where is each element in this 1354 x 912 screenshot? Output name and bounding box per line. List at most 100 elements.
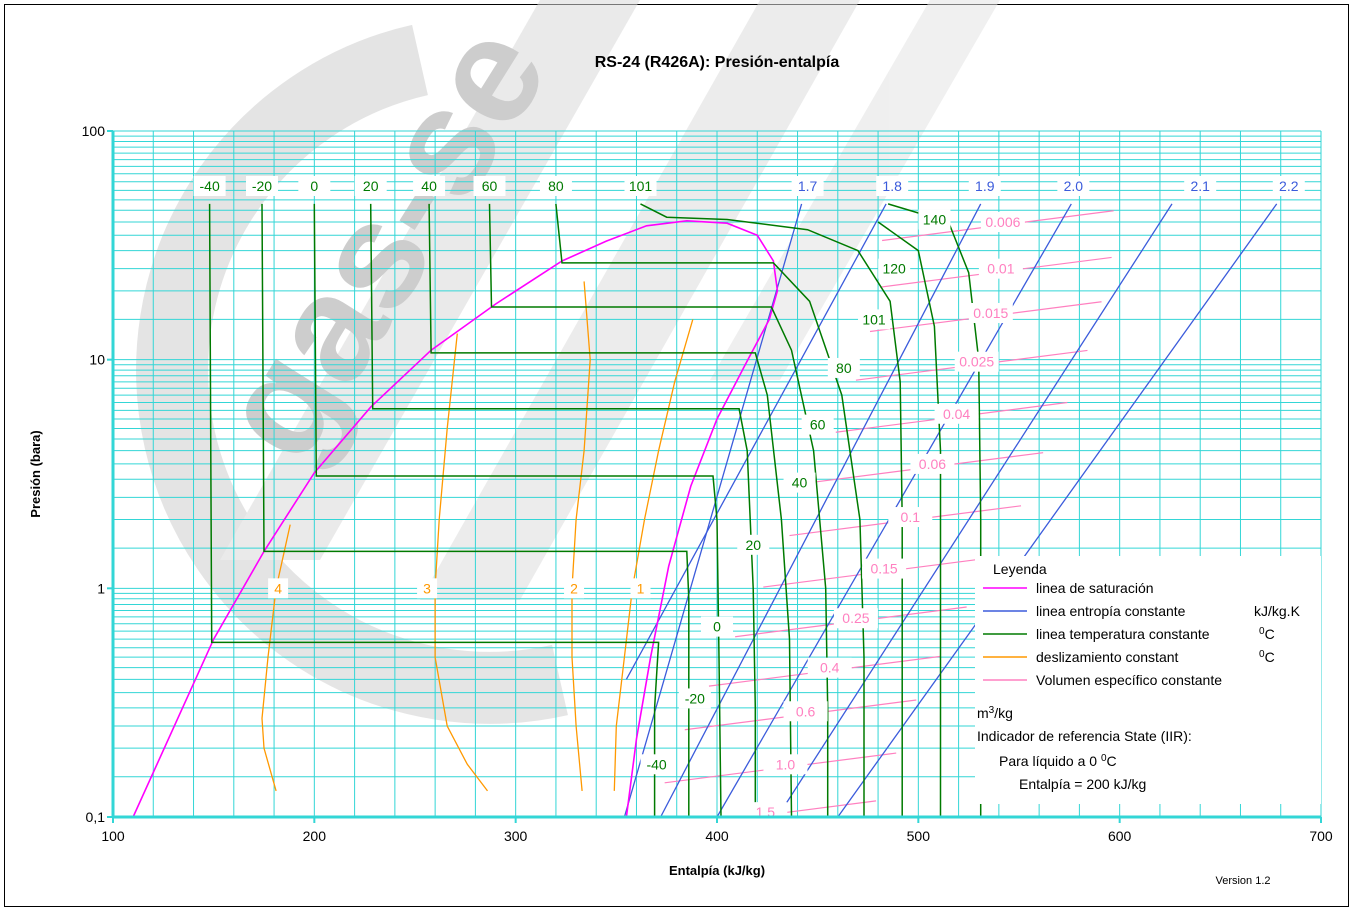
legend-item-label: Volumen específico constante [1036,672,1222,688]
isotherm-label-40: 40 [792,475,808,491]
isotherm-top-label-0: 0 [310,178,318,194]
label-box [968,302,1013,323]
chart-frame [4,4,1349,907]
label-box [640,754,673,775]
glide-line-2 [571,281,591,791]
legend-item-label: linea de saturación [1036,580,1154,596]
isotherm-top-label-101: 101 [629,178,653,194]
isotherm-label-120: 120 [882,261,906,277]
isotherm--40 [208,203,660,817]
glide-label-3: 3 [423,580,431,596]
grid [112,130,1322,818]
label-box [413,176,446,196]
volume-label-0.4: 0.4 [820,660,840,676]
volume-label-0.01: 0.01 [987,261,1014,277]
isotherm--20 [261,203,690,817]
x-tick-label: 200 [303,828,327,844]
watermark-stripe [420,0,860,600]
x-tick-label: 600 [1108,828,1132,844]
isotherm-top-label--20: -20 [252,178,272,194]
glide-line-1 [613,319,694,791]
label-box [193,176,226,196]
label-box [678,688,711,709]
label-box [858,309,891,330]
label-box [737,534,770,555]
label-box [876,176,909,196]
watermark: gas-se [136,0,1000,724]
volume-label-0.15: 0.15 [870,561,897,577]
entropy-label-1.8: 1.8 [882,178,902,194]
volume-label-0.006: 0.006 [985,214,1020,230]
label-box [1057,176,1090,196]
label-box [701,616,733,637]
label-box [807,657,852,678]
legend-volume-unit: m3/kg [977,705,1013,721]
isotherm-120 [877,221,942,817]
label-box [354,176,387,196]
legend-item-unit: 0C [1259,649,1275,665]
isotherm-20 [369,203,757,817]
y-tick-label: 1 [97,580,105,596]
isotherm-40 [428,203,793,817]
label-box [783,701,828,722]
label-box [763,754,808,775]
label-box [268,578,289,599]
entropy-line-1.9 [660,203,982,817]
entropy-label-2.1: 2.1 [1190,178,1210,194]
legend-item-label: deslizamiento constant [1036,649,1179,665]
entropy-label-2.2: 2.2 [1279,178,1299,194]
saturation-curve [132,219,779,817]
chart-title: RS-24 (R426A): Presión-entalpía [595,54,840,71]
label-box [801,414,834,435]
entropy-label-2.0: 2.0 [1064,178,1084,194]
legend-ref-line2: Entalpía = 200 kJ/kg [1019,776,1146,792]
isotherm-label-140: 140 [923,212,947,228]
legend: Leyenda linea de saturación linea entropía… [975,556,1321,804]
label-box [878,258,911,279]
x-tick-label: 300 [504,828,528,844]
legend-item-unit: kJ/kg.K [1254,603,1301,619]
label-box [918,209,951,230]
volume-label-0.6: 0.6 [796,703,816,719]
x-axis-label: Entalpía (kJ/kg) [669,863,765,878]
isotherm-label-60: 60 [810,417,826,433]
isotherm-label-20: 20 [745,537,761,553]
glide-label-1: 1 [637,580,645,596]
label-box [910,453,955,474]
isotherm-0 [313,203,722,817]
label-box [630,578,651,599]
label-box [539,176,572,196]
isotherm-top-label-60: 60 [482,178,498,194]
volume-label-0.025: 0.025 [959,354,994,370]
isotherm-101 [640,203,903,817]
label-box [791,176,824,196]
isotherm-label--20: -20 [685,690,705,706]
y-tick-label: 100 [82,123,106,139]
label-box [564,578,585,599]
volume-label-0.015: 0.015 [973,305,1008,321]
entropy-line-2.1 [776,203,1173,817]
volume-label-0.04: 0.04 [943,406,970,422]
x-tick-label: 400 [705,828,729,844]
label-box [833,608,878,629]
x-tick-label: 700 [1309,828,1333,844]
label-box [245,176,278,196]
y-axis-label: Presión (bara) [28,430,43,517]
isotherm-label--40: -40 [646,756,666,772]
isotherm-label-101: 101 [862,311,886,327]
legend-item-label: linea entropía constante [1036,603,1186,619]
volume-label-1.0: 1.0 [776,756,796,772]
isotherm-top-label-20: 20 [363,178,379,194]
x-tick-label: 100 [101,828,125,844]
label-box [624,176,657,196]
label-box [1184,176,1217,196]
label-box [417,578,438,599]
entropy-line-1.8 [625,203,887,680]
watermark-arc [136,24,568,724]
version-text: Version 1.2 [1215,875,1270,887]
isotherm-label-0: 0 [713,619,721,635]
isotherm-80 [555,203,865,817]
volume-label-0.06: 0.06 [919,456,946,472]
glide-line-3 [434,333,489,792]
